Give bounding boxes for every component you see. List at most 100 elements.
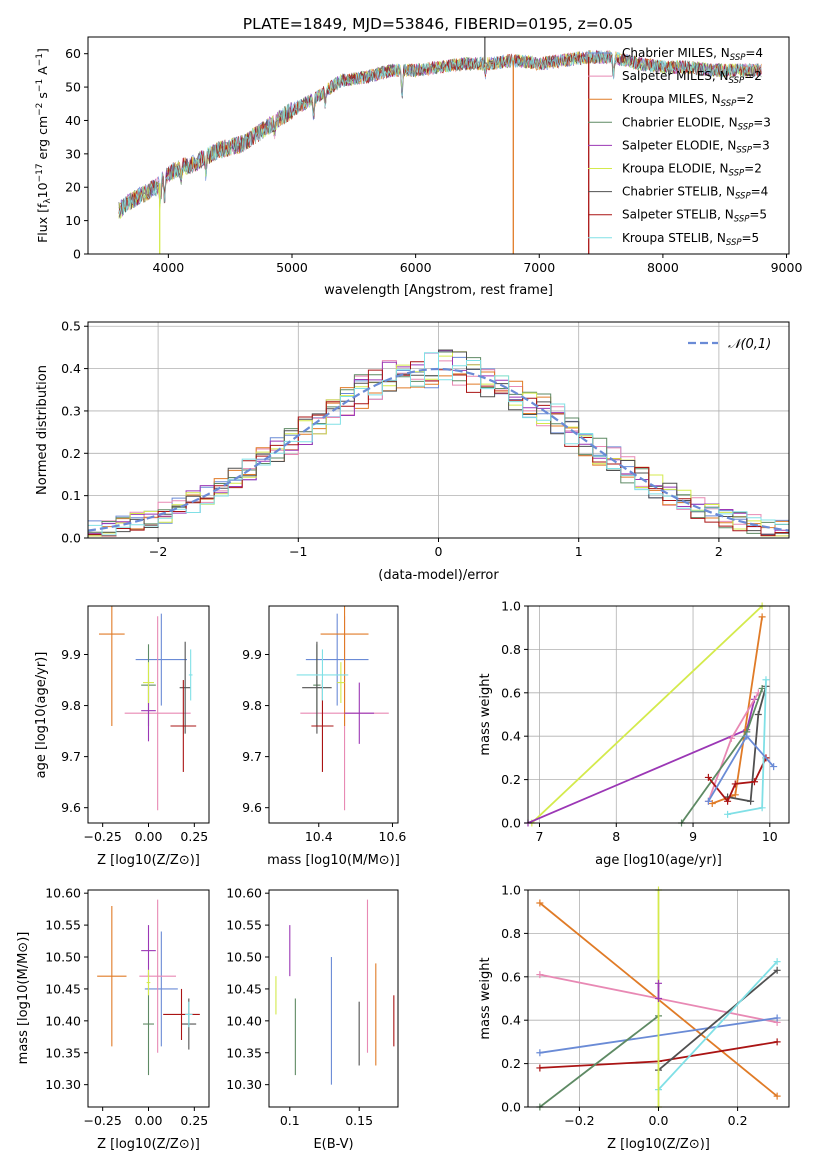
weight_vs_z-xtick-label: −0.2	[564, 1113, 594, 1128]
spectrum-ytick-label: 40	[65, 113, 81, 128]
spectrum-axes-frame	[87, 36, 790, 255]
spectrum-xtick-label: 7000	[523, 260, 555, 275]
residual-ylabel: Normed distribution	[35, 365, 50, 495]
weight-marker-chabrier_elodie	[758, 684, 766, 692]
weight-marker-chabrier_stelib	[773, 966, 781, 974]
legend-label-chabrier_stelib: Chabrier STELIB, NSSP=4	[622, 185, 768, 202]
weight-marker-kroupa_stelib	[758, 804, 766, 812]
weight-marker-salpeter_stelib	[750, 778, 758, 786]
mass_vs_ebv-ytick-label: 10.30	[226, 1077, 262, 1092]
legend-label-salpeter_stelib: Salpeter STELIB, NSSP=5	[622, 208, 767, 225]
weight-marker-salpeter_stelib	[704, 773, 712, 781]
age_vs_mass-xtick-label: 10.4	[305, 829, 333, 844]
weight-line-salpeter_elodie	[528, 699, 756, 823]
weight_vs_z-xlabel: Z [log10(Z/Z⊙)]	[607, 1137, 710, 1152]
spectrum-xtick-label: 4000	[152, 260, 184, 275]
weight-line-kroupa_stelib	[727, 679, 767, 816]
residual-xtick-label: −2	[149, 544, 167, 559]
spectrum-ytick-label: 50	[65, 80, 81, 95]
residual-xlabel: (data-model)/error	[378, 568, 499, 583]
mass_vs_ebv-ytick-label: 10.45	[226, 981, 262, 996]
weight-marker-salpeter_miles	[727, 734, 735, 742]
spectrum-xlabel: wavelength [Angstrom, rest frame]	[324, 283, 553, 298]
weight-line-kroupa_elodie	[531, 606, 763, 823]
spectrum-ytick-label: 20	[65, 180, 81, 195]
mass_vs_z-ytick-label: 10.60	[45, 886, 81, 901]
weight-line-kroupa_stelib	[657, 960, 778, 1091]
residual-ytick-label: 0.3	[61, 403, 81, 418]
age_vs_z-xtick-label: −0.25	[84, 829, 122, 844]
spectrum-xtick-label: 6000	[400, 260, 432, 275]
weight-marker-chabrier_miles	[743, 732, 751, 740]
weight_vs_age-xlabel: age [log10(age/yr)]	[595, 853, 722, 868]
weight-marker-chabrier_miles	[704, 797, 712, 805]
spectrum-xtick-label: 8000	[647, 260, 679, 275]
weight_vs_z-ytick-label: 0.2	[501, 1056, 521, 1071]
legend-label-kroupa_miles: Kroupa MILES, NSSP=2	[622, 92, 754, 109]
weight_vs_z-xtick-label: 0.2	[728, 1113, 748, 1128]
mass_vs_z-ytick-label: 10.40	[45, 1013, 81, 1028]
mass_vs_ebv-ytick-label: 10.50	[226, 950, 262, 965]
weight_vs_age-xtick-label: 7	[536, 829, 544, 844]
age_vs_z-xtick-label: 0.00	[135, 829, 163, 844]
weight_vs_age-xtick-label: 9	[689, 829, 697, 844]
weight_vs_z-ytick-label: 0.6	[501, 969, 521, 984]
weight-marker-chabrier_stelib	[747, 797, 755, 805]
mass_vs_ebv-xlabel: E(B-V)	[313, 1137, 353, 1152]
mass_vs_ebv-axes-frame	[268, 889, 399, 1108]
normal-reference-curve	[87, 367, 790, 532]
weight-marker-salpeter_miles	[536, 971, 544, 979]
normal-legend-label: 𝒩(0,1)	[728, 337, 771, 352]
mass_vs_z-ytick-label: 10.50	[45, 950, 81, 965]
residual-xtick-label: 1	[575, 544, 583, 559]
residual-xtick-label: 2	[715, 544, 723, 559]
weight-marker-kroupa_miles	[536, 899, 544, 907]
weight_vs_z-ytick-label: 0.4	[501, 1013, 521, 1028]
weight_vs_age-xtick-label: 8	[612, 829, 620, 844]
mass_vs_z-xlabel: Z [log10(Z/Z⊙)]	[97, 1137, 200, 1152]
weight-marker-salpeter_elodie	[655, 979, 662, 987]
weight_vs_age-ylabel: mass weight	[478, 673, 493, 755]
mass_vs_z-ytick-label: 10.35	[45, 1045, 81, 1060]
mass_vs_ebv-ytick-label: 10.35	[226, 1045, 262, 1060]
weight-marker-salpeter_elodie	[655, 995, 662, 1002]
weight_vs_z-ylabel: mass weight	[478, 957, 493, 1039]
age_vs_z-ytick-label: 9.9	[61, 647, 81, 662]
legend-label-salpeter_miles: Salpeter MILES, NSSP=2	[622, 69, 762, 86]
mass_vs_ebv-ytick-label: 10.40	[226, 1013, 262, 1028]
legend-label-kroupa_stelib: Kroupa STELIB, NSSP=5	[622, 231, 759, 248]
spectrum-ytick-label: 0	[73, 247, 81, 262]
weight-marker-chabrier_miles	[770, 763, 778, 771]
residual-xtick-label: 0	[435, 544, 443, 559]
mass_vs_z-xtick-label: 0.25	[180, 1113, 208, 1128]
mass_vs_ebv-xtick-label: 0.15	[345, 1113, 373, 1128]
weight_vs_age-ytick-label: 0.0	[501, 816, 521, 831]
age-vs-z-ylabel: age [log10(age/yr)]	[34, 652, 49, 779]
mass_vs_z-xtick-label: 0.00	[135, 1113, 163, 1128]
weight_vs_age-ytick-label: 0.8	[501, 642, 521, 657]
weight-line-chabrier_stelib	[727, 686, 767, 803]
residual-ytick-label: 0.1	[61, 488, 81, 503]
age_vs_z-ytick-label: 9.6	[61, 800, 81, 815]
age_vs_z-ytick-label: 9.8	[61, 698, 81, 713]
mass_vs_z-ytick-label: 10.55	[45, 918, 81, 933]
residual-ytick-label: 0.0	[61, 531, 81, 546]
weight_vs_z-ytick-label: 0.0	[501, 1100, 521, 1115]
weight_vs_age-ytick-label: 0.6	[501, 685, 521, 700]
weight_vs_z-ytick-label: 1.0	[501, 883, 521, 898]
weight_vs_z-xtick-label: 0.0	[649, 1113, 669, 1128]
spectrum-ytick-label: 60	[65, 46, 81, 61]
weight-marker-kroupa_miles	[773, 1092, 781, 1100]
weight-line-chabrier_stelib	[657, 969, 778, 1071]
weight-line-salpeter_miles	[707, 692, 760, 802]
weight-marker-kroupa_stelib	[724, 810, 732, 818]
weight_vs_age-xtick-label: 10	[762, 829, 778, 844]
weight_vs_age-ytick-label: 0.4	[501, 729, 521, 744]
legend-label-salpeter_elodie: Salpeter ELODIE, NSSP=3	[622, 138, 770, 155]
age_vs_mass-ytick-label: 9.7	[242, 749, 262, 764]
weight-marker-salpeter_stelib	[731, 780, 739, 788]
age_vs_mass-ytick-label: 9.9	[242, 647, 262, 662]
age_vs_mass-axes-frame	[268, 605, 399, 824]
weight_vs_age-ytick-label: 0.2	[501, 772, 521, 787]
histogram-kroupa_stelib	[88, 352, 789, 536]
